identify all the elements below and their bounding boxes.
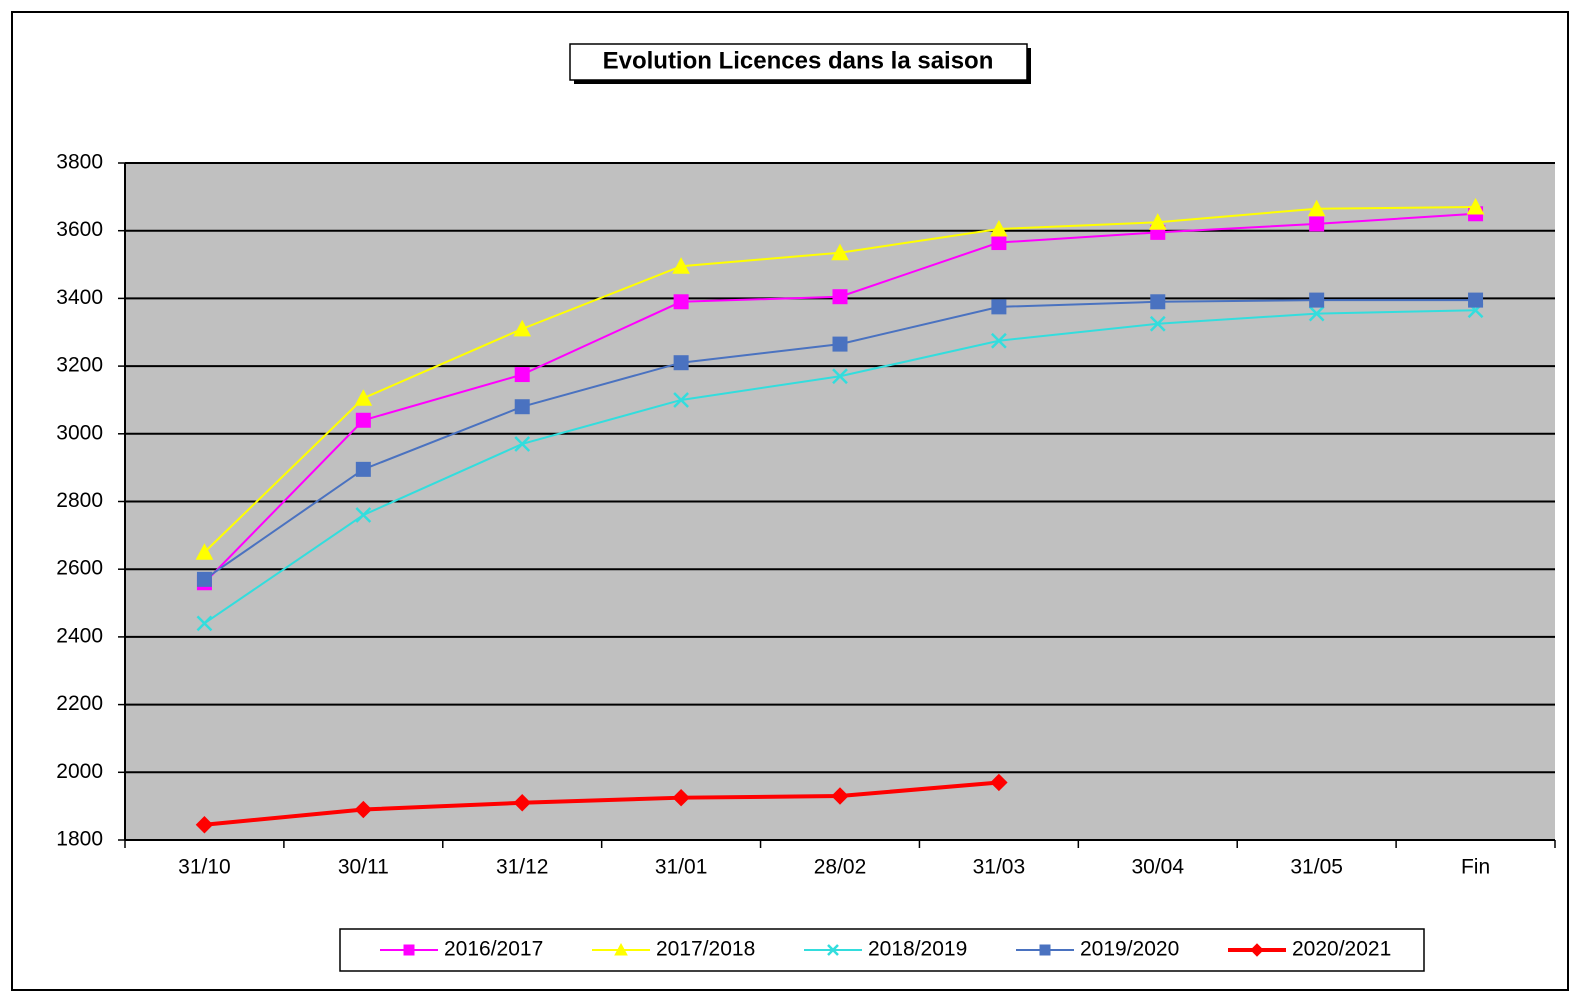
marker (355, 461, 371, 477)
legend-box (339, 928, 1425, 972)
marker (991, 235, 1007, 251)
marker (513, 319, 532, 337)
marker (1148, 213, 1167, 230)
chart-title: Evolution Licences dans la saison (603, 47, 994, 74)
marker (1466, 197, 1485, 215)
marker (1039, 944, 1051, 956)
marker (403, 944, 415, 956)
y-tick-label: 2000 (56, 760, 103, 783)
marker (827, 944, 839, 956)
marker (831, 787, 849, 805)
y-tick-label: 3600 (56, 218, 103, 241)
marker (1149, 315, 1166, 332)
series-line (204, 780, 1000, 827)
marker (1250, 943, 1264, 957)
marker (991, 332, 1007, 349)
marker (1309, 216, 1325, 232)
y-tick-label: 3200 (56, 354, 103, 377)
marker (673, 392, 689, 408)
legend-label: 2017/2018 (656, 938, 755, 961)
marker (1309, 292, 1325, 308)
legend-label: 2018/2019 (868, 938, 967, 961)
marker (1307, 199, 1326, 217)
title-box (569, 43, 1028, 81)
x-tick-label: Fin (1461, 856, 1490, 879)
marker (196, 571, 212, 587)
marker (990, 219, 1008, 237)
marker (354, 800, 373, 819)
y-tick-label: 3800 (56, 151, 103, 174)
marker (514, 399, 530, 415)
marker (991, 299, 1007, 315)
marker (195, 543, 214, 560)
marker (673, 355, 689, 371)
y-tick-label: 2800 (56, 489, 103, 512)
marker (672, 788, 690, 807)
marker (832, 289, 848, 305)
x-tick-label: 30/04 (1131, 856, 1184, 879)
marker (832, 336, 848, 352)
x-tick-label: 31/12 (496, 856, 549, 879)
x-tick-label: 31/01 (655, 856, 708, 879)
marker (354, 389, 373, 406)
marker (831, 243, 849, 261)
x-tick-label: 31/03 (973, 856, 1026, 879)
marker (196, 615, 213, 632)
legend-label: 2020/2021 (1292, 938, 1391, 961)
marker (514, 436, 531, 452)
marker (673, 294, 689, 310)
marker (513, 794, 531, 812)
marker (614, 942, 628, 956)
marker (355, 412, 371, 428)
y-tick-label: 1800 (56, 828, 103, 851)
legend-label: 2016/2017 (444, 938, 543, 961)
marker (1468, 292, 1484, 308)
y-tick-label: 2600 (56, 557, 103, 580)
y-tick-label: 3000 (56, 421, 103, 444)
marker (355, 507, 372, 523)
marker (990, 773, 1008, 792)
marker (195, 816, 214, 834)
marker (672, 257, 690, 274)
x-tick-label: 30/11 (338, 856, 389, 879)
x-tick-label: 31/10 (178, 856, 231, 879)
legend-label: 2019/2020 (1080, 938, 1179, 961)
y-tick-label: 2400 (56, 624, 103, 647)
x-tick-label: 28/02 (814, 856, 867, 879)
marker (1150, 294, 1166, 310)
marker (1308, 305, 1325, 322)
marker (832, 368, 848, 385)
marker (514, 367, 530, 383)
x-tick-label: 31/05 (1290, 856, 1343, 879)
y-tick-label: 3400 (56, 286, 103, 309)
y-tick-label: 2200 (56, 692, 103, 715)
